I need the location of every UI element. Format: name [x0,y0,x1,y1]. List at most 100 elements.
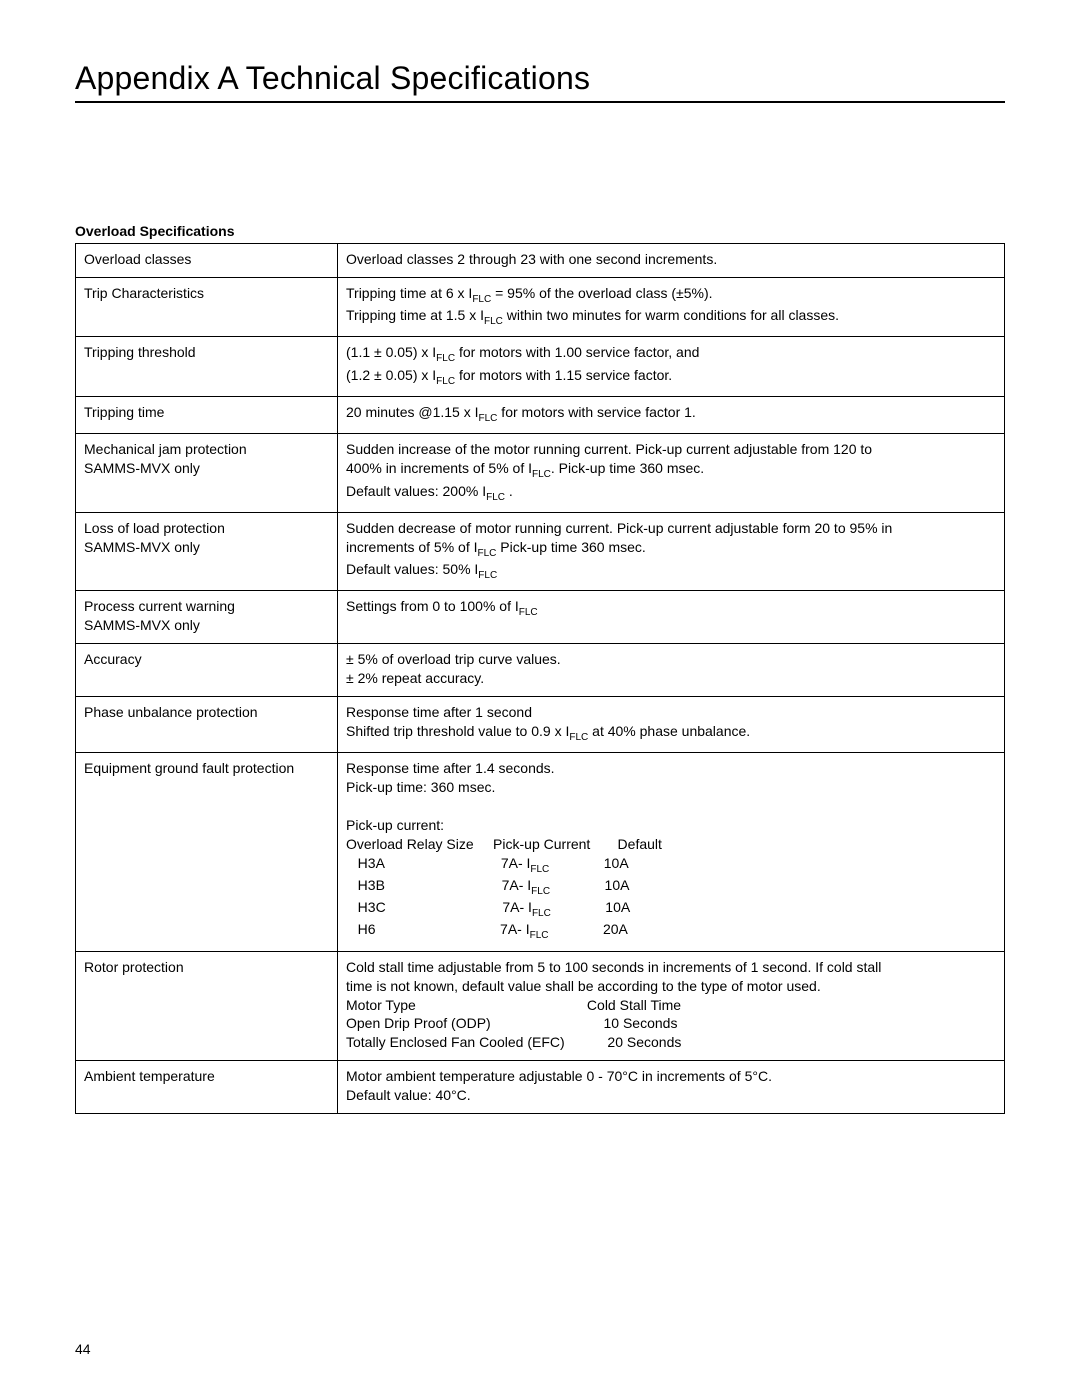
text: H3A 7A- I [346,855,530,871]
spec-value: ± 5% of overload trip curve values. ± 2%… [338,644,1005,697]
text: SAMMS-MVX only [84,617,200,633]
spec-value: Tripping time at 6 x IFLC = 95% of the o… [338,277,1005,337]
text: 10A [549,855,628,871]
text: Overload Relay Size Pick-up Current Defa… [346,836,662,852]
text: 20 minutes @1.15 x I [346,404,479,420]
table-row: Rotor protection Cold stall time adjusta… [76,951,1005,1060]
text: H3B 7A- I [346,877,531,893]
text: SAMMS-MVX only [84,460,200,476]
spec-value: Response time after 1 second Shifted tri… [338,696,1005,752]
text: for motors with 1.00 service factor, and [455,344,699,360]
spec-value: Response time after 1.4 seconds. Pick-up… [338,753,1005,952]
text: Response time after 1.4 seconds. [346,760,555,776]
subscript: FLC [530,930,549,941]
spec-label: Accuracy [76,644,338,697]
subscript: FLC [436,353,455,364]
text: Tripping time at 6 x I [346,285,472,301]
title-wrap: Appendix A Technical Specifications [75,60,1005,103]
subscript: FLC [478,548,497,559]
subscript: FLC [532,908,551,919]
spec-value: (1.1 ± 0.05) x IFLC for motors with 1.00… [338,337,1005,397]
table-row: Loss of load protection SAMMS-MVX only S… [76,512,1005,590]
table-row: Accuracy ± 5% of overload trip curve val… [76,644,1005,697]
spec-label: Ambient temperature [76,1061,338,1114]
subscript: FLC [479,413,498,424]
subscript: FLC [532,469,551,480]
text: H6 7A- I [346,921,530,937]
text: Pick-up current: [346,817,444,833]
text: (1.1 ± 0.05) x I [346,344,436,360]
text: . [505,483,513,499]
spec-table: Overload classes Overload classes 2 thro… [75,243,1005,1114]
text: Cold stall time adjustable from 5 to 100… [346,959,881,975]
text: for motors with service factor 1. [497,404,695,420]
text: Pick-up time: 360 msec. [346,779,495,795]
text: ± 2% repeat accuracy. [346,670,484,686]
table-row: Phase unbalance protection Response time… [76,696,1005,752]
text: Motor Type Cold Stall Time [346,997,681,1013]
spec-label: Loss of load protection SAMMS-MVX only [76,512,338,590]
subscript: FLC [484,316,503,327]
spec-value: Cold stall time adjustable from 5 to 100… [338,951,1005,1060]
spec-value: Overload classes 2 through 23 with one s… [338,244,1005,278]
text: H3C 7A- I [346,899,532,915]
table-row: Ambient temperature Motor ambient temper… [76,1061,1005,1114]
spec-label: Rotor protection [76,951,338,1060]
spec-label: Trip Characteristics [76,277,338,337]
page-title: Appendix A Technical Specifications [75,60,1005,97]
table-row: Overload classes Overload classes 2 thro… [76,244,1005,278]
spec-value: Sudden decrease of motor running current… [338,512,1005,590]
page-number: 44 [75,1341,91,1357]
table-row: Mechanical jam protection SAMMS-MVX only… [76,434,1005,512]
text: Pick-up time 360 msec. [496,539,645,555]
section-header: Overload Specifications [75,223,1005,239]
text: Tripping time at 1.5 x I [346,307,484,323]
spec-label: Tripping time [76,397,338,434]
text: Shifted trip threshold value to 0.9 x I [346,723,569,739]
text: within two minutes for warm conditions f… [503,307,839,323]
text: Default value: 40°C. [346,1087,471,1103]
text: for motors with 1.15 service factor. [455,367,672,383]
text: Settings from 0 to 100% of I [346,598,519,614]
spec-value: Sudden increase of the motor running cur… [338,434,1005,512]
spec-label: Overload classes [76,244,338,278]
spec-value: Settings from 0 to 100% of IFLC [338,591,1005,644]
table-row: Trip Characteristics Tripping time at 6 … [76,277,1005,337]
text: Totally Enclosed Fan Cooled (EFC) 20 Sec… [346,1034,681,1050]
spec-value: Motor ambient temperature adjustable 0 -… [338,1061,1005,1114]
subscript: FLC [436,376,455,387]
text: SAMMS-MVX only [84,539,200,555]
text: (1.2 ± 0.05) x I [346,367,436,383]
spec-label: Mechanical jam protection SAMMS-MVX only [76,434,338,512]
subscript: FLC [472,294,491,305]
spec-label: Phase unbalance protection [76,696,338,752]
text: 20A [549,921,628,937]
text: . Pick-up time 360 msec. [551,460,704,476]
text: 10A [550,877,629,893]
text: 400% in increments of 5% of I [346,460,532,476]
page: Appendix A Technical Specifications Over… [0,0,1080,1397]
table-row: Equipment ground fault protection Respon… [76,753,1005,952]
subscript: FLC [519,607,538,618]
subscript: FLC [569,732,588,743]
text: Response time after 1 second [346,704,532,720]
text: Motor ambient temperature adjustable 0 -… [346,1068,772,1084]
spec-label: Process current warning SAMMS-MVX only [76,591,338,644]
text: Open Drip Proof (ODP) 10 Seconds [346,1015,677,1031]
spec-label: Equipment ground fault protection [76,753,338,952]
text: Mechanical jam protection [84,441,247,457]
subscript: FLC [531,886,550,897]
text: increments of 5% of I [346,539,478,555]
subscript: FLC [486,491,505,502]
text: Default values: 200% I [346,483,486,499]
text: Sudden increase of the motor running cur… [346,441,872,457]
table-row: Tripping threshold (1.1 ± 0.05) x IFLC f… [76,337,1005,397]
text: = 95% of the overload class (±5%). [491,285,712,301]
spec-label: Tripping threshold [76,337,338,397]
text: at 40% phase unbalance. [588,723,750,739]
text: ± 5% of overload trip curve values. [346,651,561,667]
spec-value: 20 minutes @1.15 x IFLC for motors with … [338,397,1005,434]
text: Sudden decrease of motor running current… [346,520,892,536]
subscript: FLC [478,570,497,581]
table-row: Tripping time 20 minutes @1.15 x IFLC fo… [76,397,1005,434]
